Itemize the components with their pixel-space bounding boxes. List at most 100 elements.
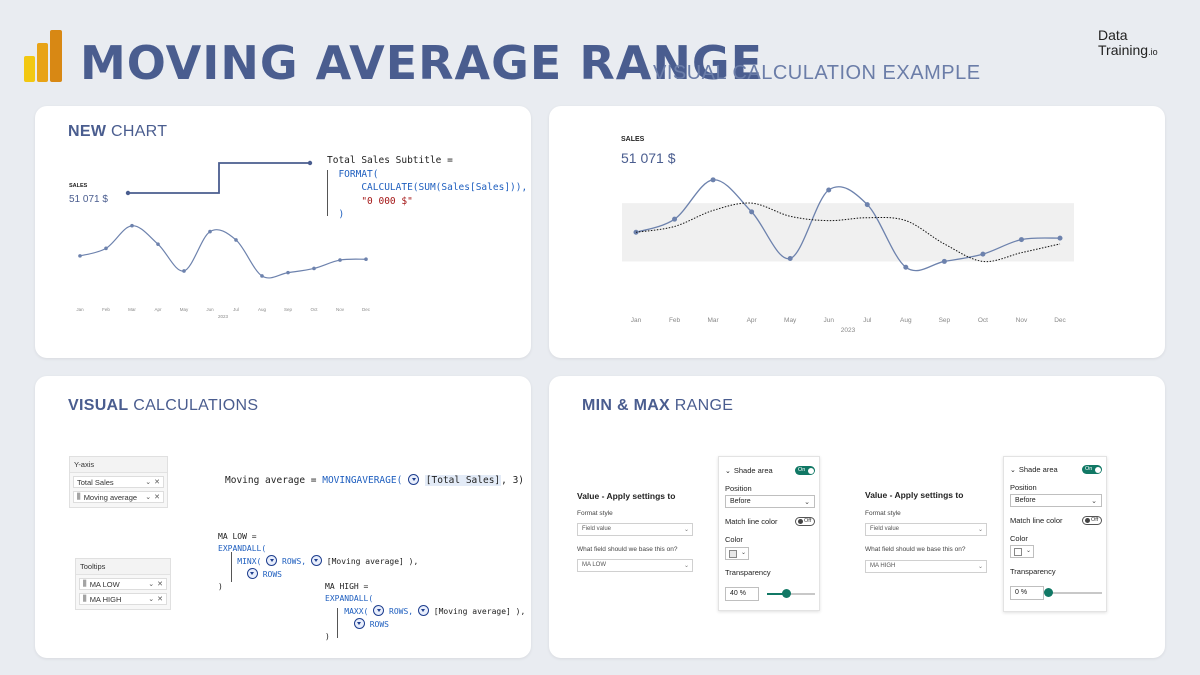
position-label: Position [725,484,752,493]
data-point [672,216,678,222]
x-tick-label: Dec [362,307,371,312]
field-dropdown[interactable]: MA LOW ⌄ [577,559,693,572]
position-dropdown[interactable]: Before ⌄ [1010,494,1102,507]
color-picker[interactable]: ⌄ [1010,545,1034,558]
yaxis-well: Y-axis Total Sales ⌄ ✕ ⫼ Moving average ⌄… [69,456,168,508]
chevron-down-icon[interactable]: ⌄ [148,581,155,588]
x-tick-label: Dec [1054,317,1066,324]
x-tick-label: Apr [154,307,162,312]
shade-area-label: Shade area [1018,465,1058,474]
card-min-max-range: MIN & MAX RANGE Value - Apply settings t… [549,376,1165,658]
x-tick-label: Feb [669,317,681,324]
code-rows: ROWS [369,620,389,629]
chevron-down-icon: ⌄ [1091,498,1097,505]
data-point [130,223,134,228]
yaxis-field-total-sales[interactable]: Total Sales ⌄ ✕ [73,476,164,488]
moving-average-line [635,202,1061,263]
subtitle-measure-code: Total Sales Subtitle = FORMAT( CALCULATE… [327,154,527,222]
chevron-down-icon: ⌄ [725,468,731,475]
transparency-slider-handle[interactable] [781,589,791,598]
shade-area-header[interactable]: ⌄ Shade area [1010,465,1058,474]
sales-value: 51 071 $ [621,150,676,166]
brand-suffix: .io [1148,47,1158,57]
card-title: VISUAL CALCULATIONS [68,397,258,415]
code-line-4: "0 000 $" [361,195,413,207]
match-line-color-toggle[interactable]: Off [1082,516,1102,525]
close-icon[interactable]: ✕ [154,479,160,486]
close-icon[interactable]: ✕ [154,494,160,501]
data-point [338,258,342,262]
tooltip-field-ma-high[interactable]: ⫼ MA HIGH ⌄ ✕ [79,593,167,605]
shade-area-toggle[interactable]: On [1082,465,1102,474]
code-line-5: ) [325,632,330,641]
field-question-label: What field should we base this on? [577,546,678,553]
format-style-dropdown[interactable]: Field value ⌄ [577,523,693,536]
brand-logo: Data Training.io [1098,28,1158,60]
code-rows: ROWS, [389,607,414,616]
card-new-chart: NEW CHART SALES 51 071 $ Total Sales Sub… [35,106,531,358]
shade-area-header[interactable]: ⌄ Shade area [725,466,773,475]
data-point [864,202,870,208]
x-tick-label: Jan [76,307,84,312]
position-dropdown[interactable]: Before ⌄ [725,495,815,508]
chevron-down-icon[interactable]: ⌄ [145,479,152,486]
visual-calc-icon [417,605,429,616]
code-line-5: ) [218,582,223,591]
code-arg: [Moving average] [433,607,511,616]
card-title-bold: NEW [68,123,107,140]
code-line-1: MA HIGH = [325,582,369,591]
brand-line1: Data [1098,27,1128,43]
main-line-chart[interactable]: Jan Feb Mar Apr May Jun Jul Aug Sep Oct Nov Dec 2023 [609,166,1089,341]
data-point [104,246,108,251]
format-style-dropdown[interactable]: Field value ⌄ [865,523,987,536]
close-icon[interactable]: ✕ [157,581,163,588]
code-end: ), [403,557,419,566]
brand-line2: Training [1098,42,1149,58]
x-tick-label: Mar [128,307,136,312]
data-point [903,264,909,270]
data-point [749,209,755,215]
shade-area-toggle[interactable]: On [795,466,815,475]
tooltip-field-ma-low[interactable]: ⫼ MA LOW ⌄ ✕ [79,578,167,590]
visual-calc-icon [310,555,322,566]
data-point [286,270,290,275]
visual-calc-icon: ⫼ [83,579,87,588]
transparency-input[interactable]: 0 % [1010,586,1044,600]
x-tick-label: May [784,317,797,324]
shade-area-pane: ⌄ Shade area On Position Before ⌄ Match li… [1003,456,1107,612]
x-tick-label: Oct [310,307,318,312]
position-label: Position [1010,483,1037,492]
yaxis-field-moving-average[interactable]: ⫼ Moving average ⌄ ✕ [73,491,164,503]
visual-calc-icon [373,605,385,616]
match-line-color-label: Match line color [725,517,778,526]
card-title-rest: CALCULATIONS [133,397,259,414]
transparency-slider-handle[interactable] [1043,588,1053,597]
small-line-chart[interactable]: Jan Feb Mar Apr May Jun Jul Aug Sep Oct Nov Dec 2023 [65,206,385,326]
page-title: MOVING AVERAGE RANGE [80,36,764,90]
dropdown-value: Before [730,498,751,505]
field-label: MA HIGH [89,594,122,604]
field-question-label: What field should we base this on? [865,546,966,553]
data-point [234,238,238,242]
card-title-rest: CHART [110,123,168,140]
x-tick-label: Nov [336,307,345,312]
x-tick-label: Aug [900,317,912,324]
connector-arrow [125,160,313,196]
code-func: MAXX( [344,607,369,616]
chevron-down-icon[interactable]: ⌄ [145,494,152,501]
transparency-slider-track[interactable] [767,593,815,595]
close-icon[interactable]: ✕ [157,596,163,603]
code-arg: [Moving average] [326,557,404,566]
dropdown-value: MA LOW [582,562,607,568]
chevron-down-icon[interactable]: ⌄ [148,596,155,603]
color-swatch [729,550,737,558]
match-line-color-toggle[interactable]: Off [795,517,815,526]
transparency-slider-track[interactable] [1048,592,1102,594]
color-picker[interactable]: ⌄ [725,547,749,560]
card-title-rest: RANGE [674,397,734,414]
code-func: MINX( [237,557,262,566]
code-line-2: EXPANDALL( [218,544,267,553]
field-dropdown[interactable]: MA HIGH ⌄ [865,560,987,573]
transparency-input[interactable]: 40 % [725,587,759,601]
code-rows: ROWS, [282,557,307,566]
